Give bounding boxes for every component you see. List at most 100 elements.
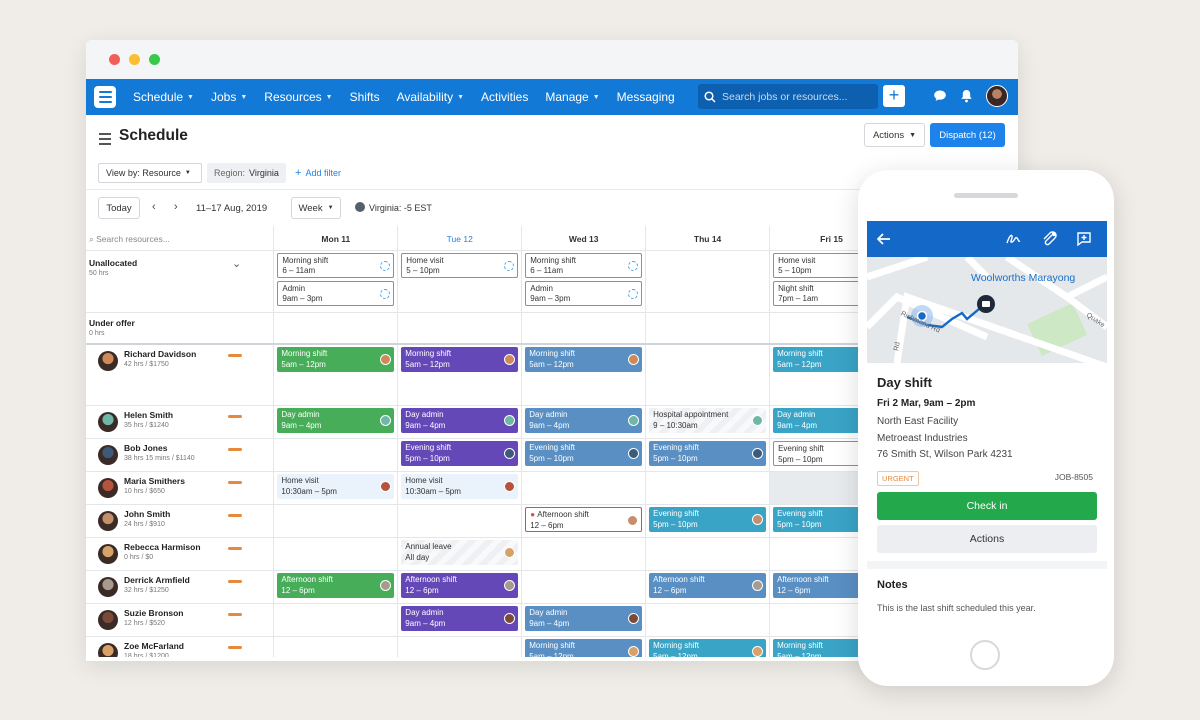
dispatch-button[interactable]: Dispatch (12) [930,123,1005,147]
schedule-day-cell[interactable] [273,504,399,538]
chevron-down-icon[interactable]: ⌄ [232,257,242,270]
chevron-right-icon[interactable]: › [174,201,178,213]
nav-item-shifts[interactable]: Shifts [350,90,380,104]
schedule-day-cell[interactable] [645,537,771,571]
week-dropdown[interactable]: Week ▼ [291,197,341,219]
under-offer-day-cell[interactable] [273,312,399,345]
nav-item-messaging[interactable]: Messaging [617,90,675,104]
schedule-day-cell[interactable]: Afternoon shift 12 – 6pm [397,570,523,604]
under-offer-day-cell[interactable] [397,312,523,345]
unallocated-shift[interactable]: Admin 9am – 3pm [525,280,643,306]
nav-item-availability[interactable]: Availability ▼ [397,90,464,104]
schedule-day-cell[interactable]: Annual leave All day [397,537,523,571]
under-offer-day-cell[interactable] [521,312,647,345]
unallocated-day-cell[interactable]: Morning shift 6 – 11am Admin 9am – 3pm [521,250,647,313]
shift-block[interactable]: Day admin 9am – 4pm [401,606,519,631]
shift-block[interactable]: Day admin 9am – 4pm [525,408,643,433]
nav-item-schedule[interactable]: Schedule ▼ [133,90,194,104]
unallocated-shift[interactable]: Morning shift 6 – 11am [525,252,643,278]
resource-label-cell[interactable]: Rebecca Harmison 0 hrs / $0 [86,537,275,571]
bell-icon[interactable] [960,89,973,103]
add-filter-link[interactable]: + Add filter [288,163,348,183]
schedule-day-cell[interactable]: Home visit 10:30am – 5pm [397,471,523,505]
schedule-day-cell[interactable] [273,537,399,571]
shift-block[interactable]: Day admin 9am – 4pm [401,408,519,433]
resource-search-cell[interactable]: ⌕ Search resources... [86,226,275,251]
shift-block[interactable]: ● Afternoon shift 12 – 6pm [525,507,643,532]
schedule-day-cell[interactable]: Afternoon shift 12 – 6pm [273,570,399,604]
schedule-day-cell[interactable]: Hospital appointment 9 – 10:30am [645,405,771,439]
schedule-day-cell[interactable]: Day admin 9am – 4pm [397,603,523,637]
schedule-day-cell[interactable] [645,471,771,505]
view-by-dropdown[interactable]: View by: Resource ▼ [98,163,202,183]
hamburger-menu-icon[interactable] [99,133,111,148]
resource-label-cell[interactable]: Bob Jones 38 hrs 15 mins / $1140 [86,438,275,472]
today-button[interactable]: Today [98,197,140,219]
schedule-day-cell[interactable] [397,504,523,538]
shift-block[interactable]: Afternoon shift 12 – 6pm [401,573,519,598]
resource-label-cell[interactable]: Richard Davidson 42 hrs / $1750 [86,344,275,406]
schedule-day-cell[interactable] [645,344,771,406]
shift-block[interactable]: Annual leave All day [401,540,519,565]
schedule-day-cell[interactable] [273,438,399,472]
check-in-button[interactable]: Check in [877,492,1097,520]
global-search-input[interactable]: Search jobs or resources... [698,84,878,109]
shift-block[interactable]: Home visit 10:30am – 5pm [277,474,395,499]
resource-label-cell[interactable]: Helen Smith 35 hrs / $1240 [86,405,275,439]
schedule-day-cell[interactable] [397,636,523,657]
chevron-left-icon[interactable]: ‹ [152,201,156,213]
back-arrow-icon[interactable] [877,232,891,246]
schedule-day-cell[interactable]: Afternoon shift 12 – 6pm [645,570,771,604]
add-comment-icon[interactable] [1076,231,1092,247]
schedule-day-cell[interactable] [273,603,399,637]
chat-icon[interactable] [933,89,947,103]
unallocated-shift[interactable]: Admin 9am – 3pm [277,280,395,306]
signature-icon[interactable] [1005,231,1021,247]
app-logo-icon[interactable] [94,86,116,108]
resource-label-cell[interactable]: Zoe McFarland 18 hrs / $1200 [86,636,275,657]
schedule-day-cell[interactable] [521,570,647,604]
close-window-dot[interactable] [109,54,120,65]
under-offer-day-cell[interactable] [645,312,771,345]
add-button[interactable]: + [883,85,905,107]
schedule-day-cell[interactable]: Day admin 9am – 4pm [273,405,399,439]
schedule-day-cell[interactable]: ● Afternoon shift 12 – 6pm [521,504,647,538]
mobile-actions-button[interactable]: Actions [877,525,1097,553]
resource-label-cell[interactable]: Maria Smithers 10 hrs / $650 [86,471,275,505]
paperclip-icon[interactable] [1041,231,1057,247]
schedule-day-cell[interactable] [521,471,647,505]
schedule-day-cell[interactable]: Home visit 10:30am – 5pm [273,471,399,505]
schedule-day-cell[interactable]: Day admin 9am – 4pm [397,405,523,439]
schedule-day-cell[interactable] [521,537,647,571]
unallocated-day-cell[interactable] [645,250,771,313]
schedule-day-cell[interactable] [645,603,771,637]
resource-label-cell[interactable]: Suzie Bronson 12 hrs / $520 [86,603,275,637]
nav-item-manage[interactable]: Manage ▼ [545,90,599,104]
nav-item-resources[interactable]: Resources ▼ [264,90,332,104]
unallocated-day-cell[interactable]: Morning shift 6 – 11am Admin 9am – 3pm [273,250,399,313]
home-button[interactable] [970,640,1000,670]
minimize-window-dot[interactable] [129,54,140,65]
region-filter-chip[interactable]: Region: Virginia [207,163,286,183]
shift-block[interactable]: Hospital appointment 9 – 10:30am [649,408,767,433]
nav-item-jobs[interactable]: Jobs ▼ [211,90,247,104]
user-avatar[interactable] [986,85,1008,107]
schedule-day-cell[interactable]: Day admin 9am – 4pm [521,405,647,439]
actions-dropdown[interactable]: Actions ▼ [864,123,925,147]
